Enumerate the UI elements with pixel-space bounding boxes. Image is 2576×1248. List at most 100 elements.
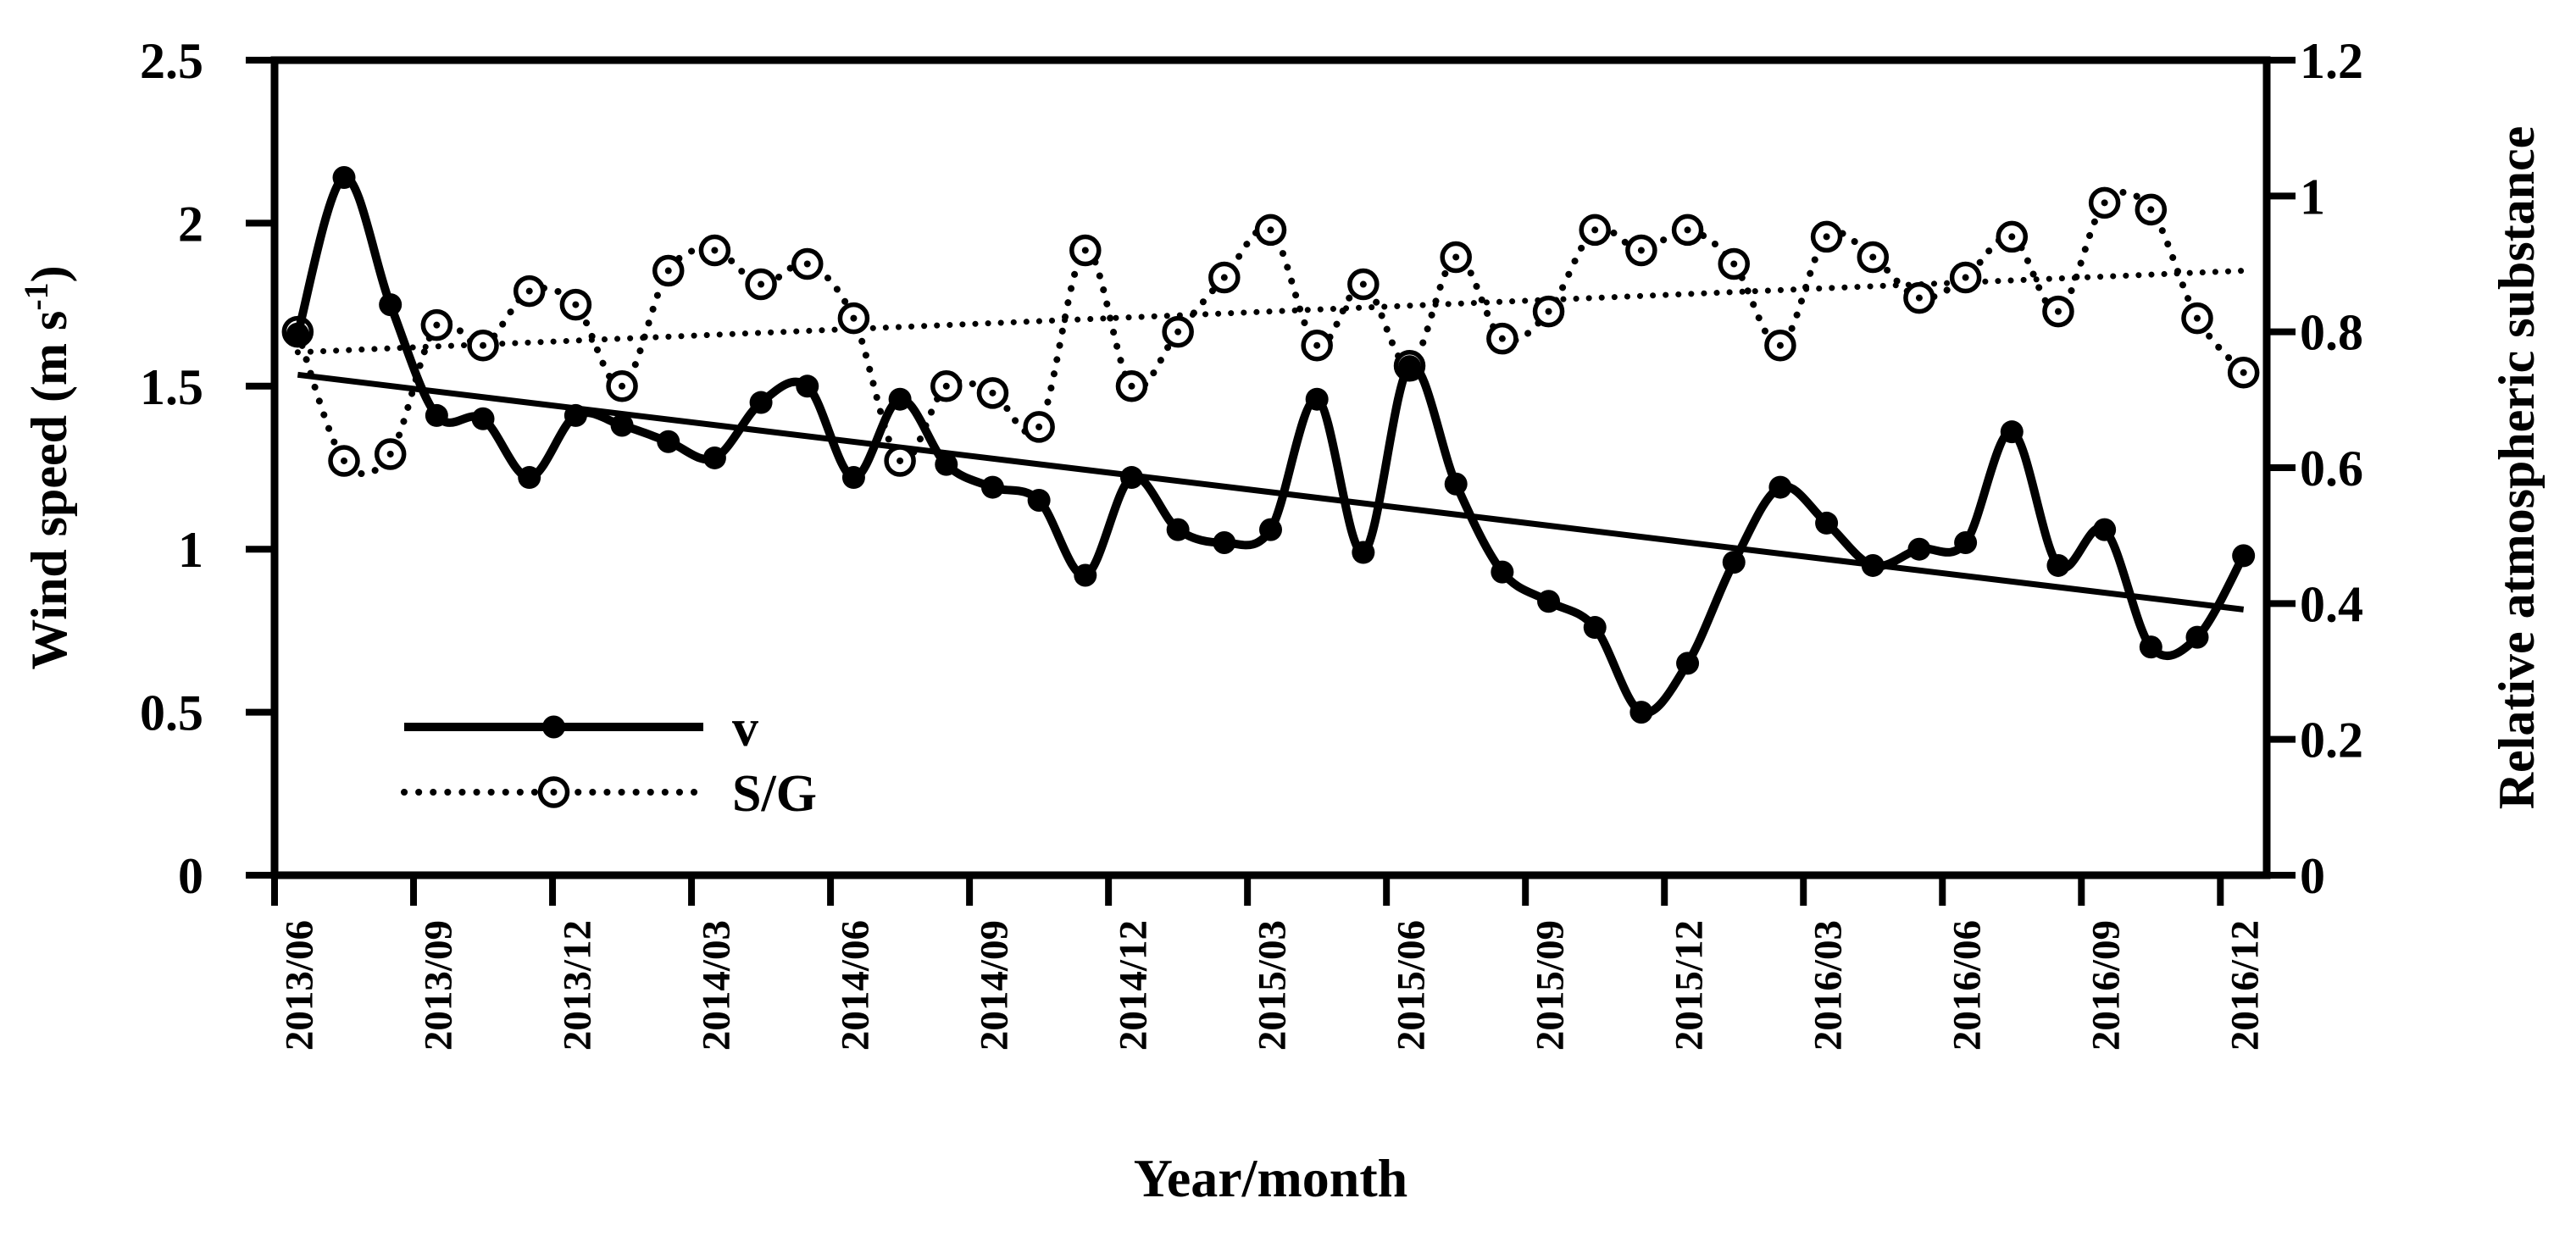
plot-border xyxy=(270,56,2271,879)
v-marker xyxy=(1305,387,1329,411)
sg-marker-center-dot xyxy=(2147,206,2155,214)
right-axis-tick-label: 0.4 xyxy=(2300,576,2363,632)
x-axis-tick-label: 2015/03 xyxy=(1251,920,1295,1051)
v-marker xyxy=(564,403,587,427)
v-marker xyxy=(610,413,634,437)
sg-marker-center-dot xyxy=(803,260,811,268)
sg-marker-center-dot xyxy=(525,287,533,295)
x-axis-tick-label: 2016/12 xyxy=(2223,920,2268,1051)
v-marker xyxy=(888,387,912,411)
sg-marker-center-dot xyxy=(1776,341,1784,349)
sg-marker-center-dot xyxy=(1545,308,1552,315)
sg-marker-center-dot xyxy=(1035,423,1043,430)
left-axis-tick-label: 1.5 xyxy=(140,359,203,415)
v-marker xyxy=(1213,531,1236,555)
x-axis-title: Year/month xyxy=(1134,1148,1408,1208)
x-axis-tick-label: 2013/06 xyxy=(277,920,321,1051)
series-v-line xyxy=(293,173,2248,718)
left-axis-tick-label: 2.5 xyxy=(140,33,203,89)
right-axis-title: Relative atmospheric substance xyxy=(2489,126,2545,810)
v-marker xyxy=(1861,553,1885,577)
v-marker xyxy=(2046,553,2070,577)
left-axis-tick-label: 0.5 xyxy=(140,685,203,741)
sg-marker-center-dot xyxy=(1220,274,1228,281)
v-marker xyxy=(2000,420,2024,444)
sg-marker-center-dot xyxy=(1591,226,1599,234)
v-marker xyxy=(1352,541,1375,564)
sg-marker-center-dot xyxy=(1174,328,1182,336)
v-marker xyxy=(2185,625,2209,649)
sg-marker-center-dot xyxy=(1128,382,1135,390)
v-marker xyxy=(1398,355,1422,379)
v-marker xyxy=(1444,472,1468,496)
v-marker xyxy=(1537,590,1561,613)
sg-marker-center-dot xyxy=(1869,253,1877,261)
sg-marker-center-dot xyxy=(2240,369,2247,376)
sg-marker-center-dot xyxy=(572,301,580,308)
legend-v-marker xyxy=(542,715,565,739)
sg-marker-center-dot xyxy=(1081,247,1089,254)
v-marker xyxy=(379,293,402,317)
v-marker xyxy=(702,446,726,469)
v-marker xyxy=(1074,563,1097,587)
sg-marker-center-dot xyxy=(433,321,441,329)
sg-marker-center-dot xyxy=(1267,226,1274,234)
x-axis-tick-label: 2016/06 xyxy=(1946,920,1990,1051)
legend-item-label: v xyxy=(732,700,758,757)
sg-marker-center-dot xyxy=(1962,274,1969,281)
v-marker xyxy=(841,466,865,490)
v-marker xyxy=(796,374,819,398)
v-marker xyxy=(2232,544,2256,568)
sg-marker-center-dot xyxy=(2054,308,2062,315)
sg-marker-center-dot xyxy=(619,382,626,390)
axis-tick-labels: 0 0.5 1 1.5 2 2.5 0 0.2 0.4 0.6 0.8 1 1.2 2013/06 2013… xyxy=(140,33,2363,1051)
x-axis-tick-label: 2014/03 xyxy=(694,920,738,1051)
sg-marker-center-dot xyxy=(942,382,950,390)
sg-marker-center-dot xyxy=(2101,199,2108,207)
v-marker xyxy=(1491,560,1514,584)
v-marker xyxy=(1954,531,1978,555)
right-axis-tick-label: 0.6 xyxy=(2300,441,2363,496)
sg-marker-center-dot xyxy=(2008,233,2016,241)
x-axis-tick-label: 2013/09 xyxy=(416,920,460,1051)
v-marker xyxy=(1722,551,1746,574)
sg-marker-center-dot xyxy=(2193,314,2201,322)
v-marker xyxy=(332,166,356,190)
sg-marker-center-dot xyxy=(1313,341,1321,349)
sg-marker-center-dot xyxy=(1915,294,1923,302)
v-marker xyxy=(2093,518,2117,541)
x-axis-tick-label: 2016/03 xyxy=(1807,920,1851,1051)
sg-marker-center-dot xyxy=(1637,247,1645,254)
legend-sg-marker-center-dot xyxy=(550,789,558,796)
x-axis-tick-label: 2014/06 xyxy=(833,920,877,1051)
v-marker xyxy=(1676,652,1700,675)
sg-marker-center-dot xyxy=(1452,253,1460,261)
v-marker xyxy=(286,322,309,346)
sg-marker-center-dot xyxy=(1498,335,1506,342)
left-axis-title: Wind speed (m s-1) xyxy=(17,265,77,669)
left-axis-tick-label: 2 xyxy=(178,196,203,252)
v-marker xyxy=(1629,701,1653,724)
v-marker xyxy=(518,466,541,490)
series-v-markers xyxy=(286,166,2256,724)
x-axis-tick-label: 2015/06 xyxy=(1390,920,1434,1051)
sg-marker-center-dot xyxy=(664,267,672,275)
v-marker xyxy=(1583,616,1607,640)
x-axis-tick-label: 2016/09 xyxy=(2085,920,2129,1051)
v-marker xyxy=(425,403,448,427)
x-axis-tick-label: 2014/09 xyxy=(972,920,1016,1051)
v-marker xyxy=(1259,518,1282,541)
x-axis-tick-label: 2013/12 xyxy=(555,920,599,1051)
sg-marker-center-dot xyxy=(758,280,765,288)
left-axis-tick-label: 0 xyxy=(178,848,203,904)
x-axis-tick-label: 2015/09 xyxy=(1529,920,1573,1051)
sg-marker-center-dot xyxy=(480,341,487,349)
sg-marker-center-dot xyxy=(989,389,997,397)
sg-marker-center-dot xyxy=(1823,233,1830,241)
series-sg-markers xyxy=(281,186,2260,477)
right-axis-tick-label: 0.2 xyxy=(2300,713,2363,768)
sg-marker-center-dot xyxy=(897,457,904,464)
v-marker xyxy=(1119,466,1143,490)
